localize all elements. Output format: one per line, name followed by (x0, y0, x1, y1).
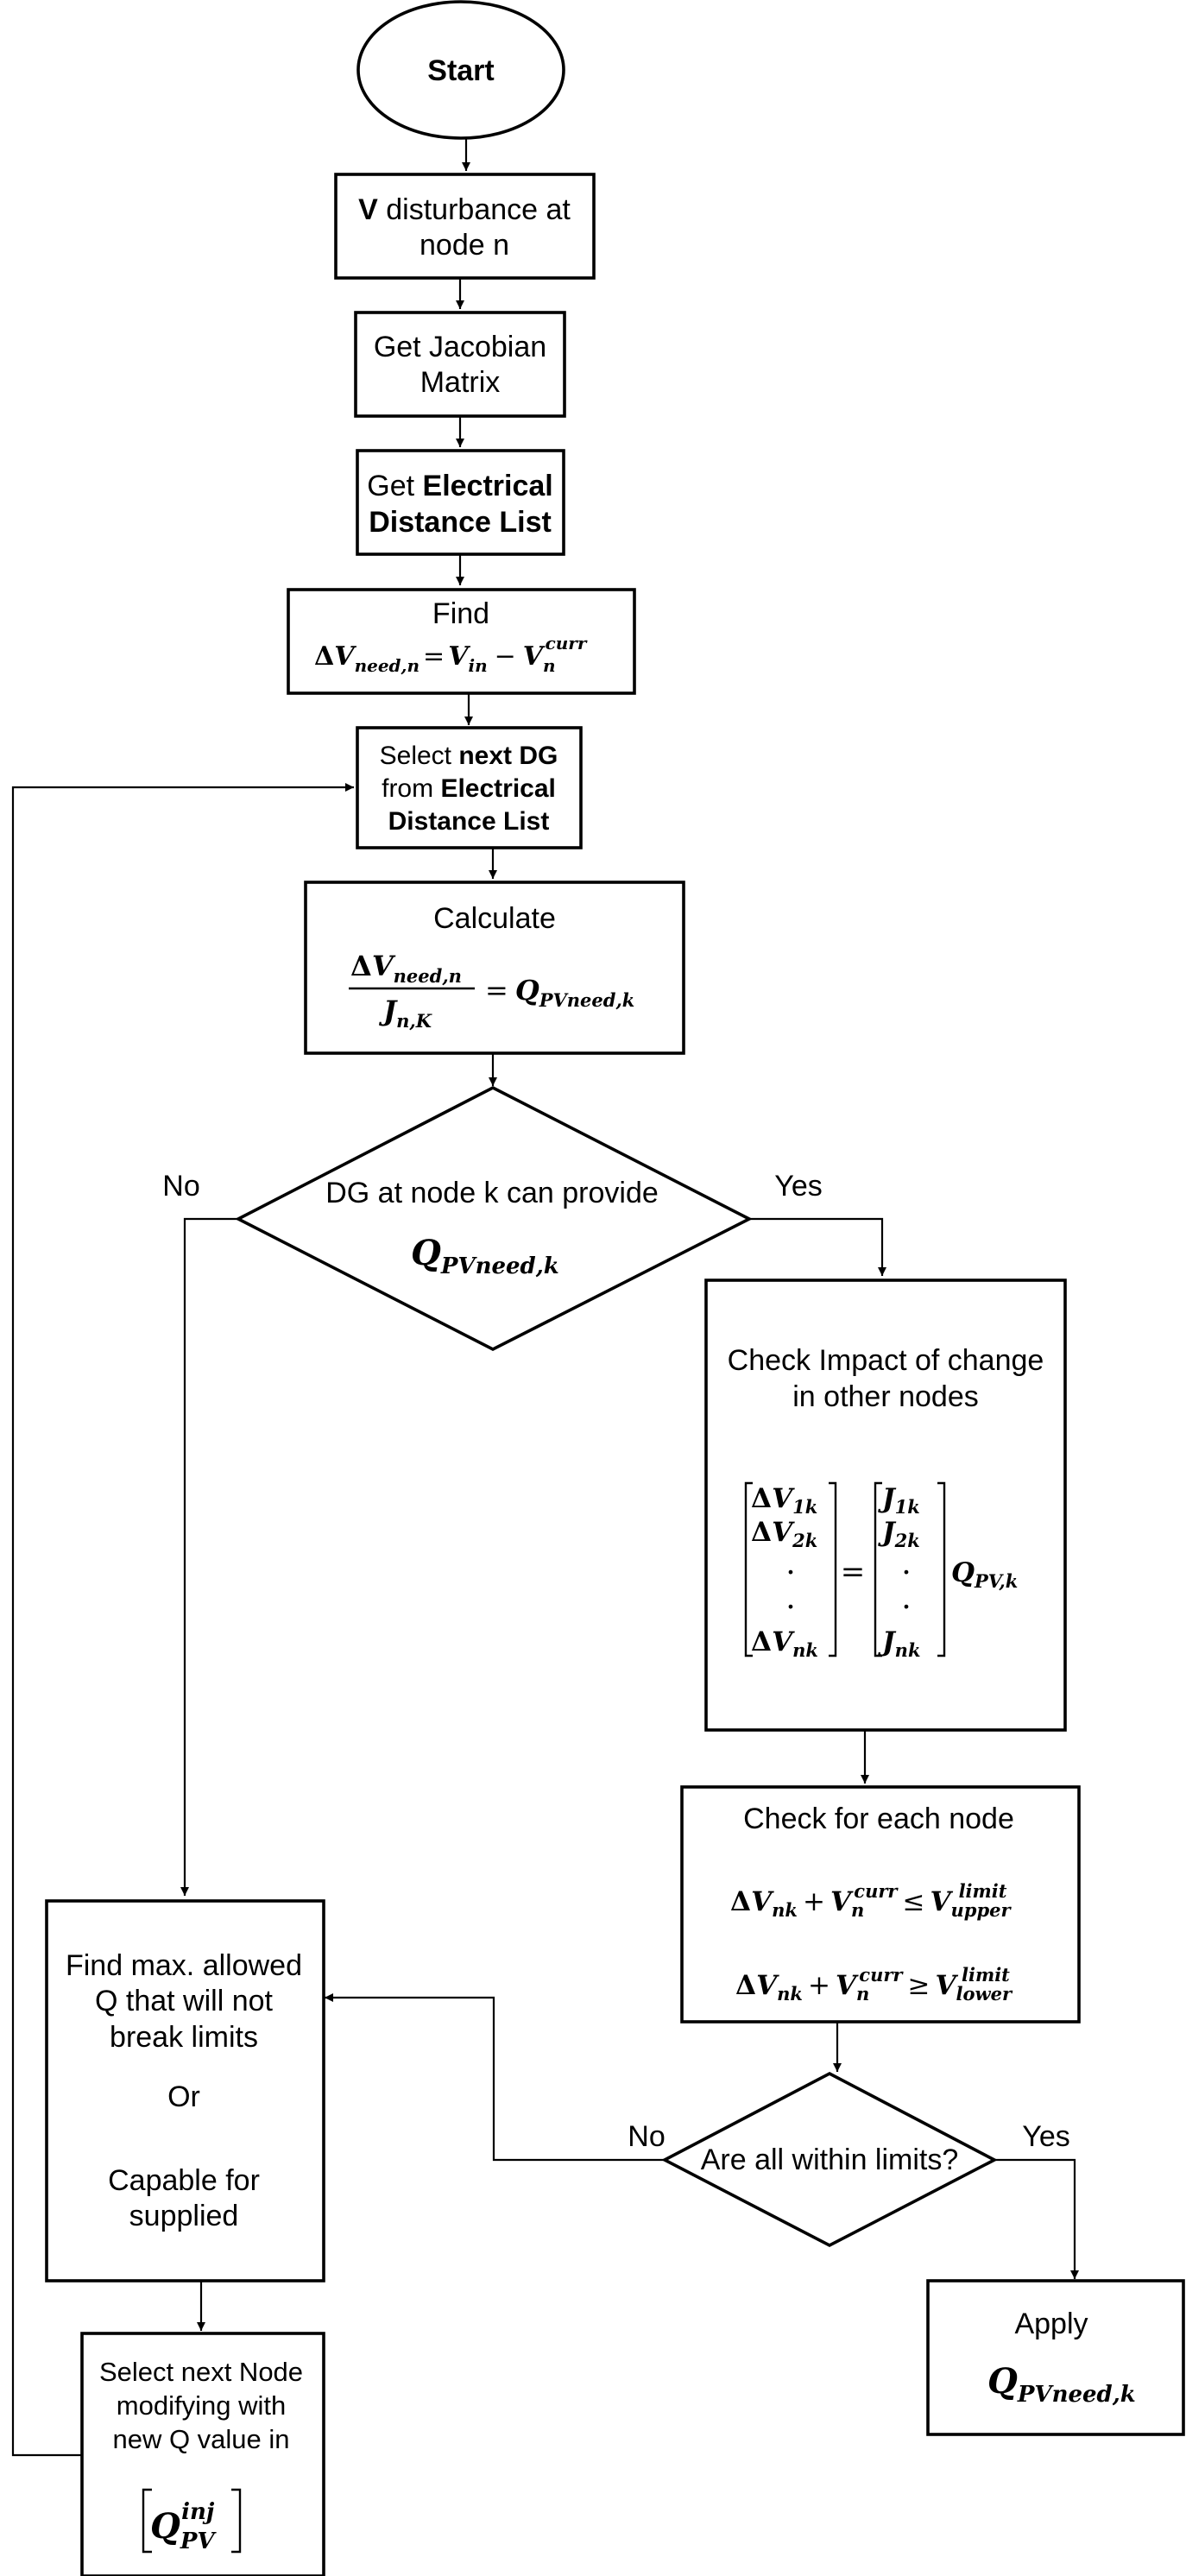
check-each-title: Check for each node (743, 1803, 1014, 1835)
find-max-node: Find max. allowed Q that will not break … (45, 1899, 325, 2282)
apply-title: Apply (1014, 2308, 1088, 2340)
find-dv-node: Find ΔVneed,n = Vin − Vncurr (287, 588, 636, 695)
apply-formula: QPVneed,k (987, 2361, 1136, 2408)
find-dv-formula: ΔVneed,n = Vin − Vncurr (314, 633, 588, 676)
q-inj-bracket-open (142, 2488, 152, 2554)
q-inj-bracket-close (231, 2488, 242, 2554)
dg-decision-no-label: No (162, 1170, 199, 1203)
edges (11, 138, 1079, 2457)
dg-decision-node: DG at node k can provide QPVneed,k (235, 1085, 753, 1352)
calculate-denominator: Jn,K (378, 994, 432, 1032)
find-max-line2: Q that will not (95, 1985, 274, 2017)
limits-decision-label: Are all within limits? (701, 2144, 959, 2176)
j-1k: J1k (878, 1483, 920, 1518)
edge-decision-no (180, 1217, 238, 1896)
j-dot-1: . (901, 1546, 911, 1582)
calculate-formula: ΔVneed,n Jn,K = QPVneed,k (349, 950, 634, 1032)
calculate-title: Calculate (433, 902, 556, 935)
apply-node: Apply QPVneed,k (926, 2279, 1185, 2436)
select-node-line1: Select next Node (99, 2357, 303, 2387)
select-dg-line1: Select next DG (380, 742, 558, 770)
right-vector-bracket-close (937, 1481, 946, 1657)
edge-limits-no (325, 1993, 665, 2162)
limits-yes-label: Yes (1022, 2120, 1069, 2153)
disturbance-node: V disturbance at node n (334, 173, 596, 280)
disturbance-line2: node n (420, 229, 509, 262)
check-each-lower: ΔVnk + Vncurr ≥ Vlowerlimit (735, 1964, 1013, 2005)
edge-limits-yes (994, 2158, 1079, 2279)
delta-v-2k: ΔV2k (751, 1517, 817, 1551)
distance-list-line2: Distance List (369, 506, 552, 539)
j-nk: Jnk (878, 1626, 921, 1661)
delta-v-nk: ΔVnk (751, 1626, 818, 1661)
jacobian-line2: Matrix (420, 366, 501, 399)
find-max-line5: Capable for (108, 2164, 260, 2197)
distance-list-line1: Get Electrical (367, 470, 552, 502)
select-node-node: Select next Node modifying with new Q va… (80, 2332, 325, 2576)
select-dg-line2: from Electrical (382, 774, 556, 803)
dg-decision-yes-label: Yes (774, 1170, 822, 1203)
jacobian-line1: Get Jacobian (374, 331, 546, 363)
left-vector-bracket-close (829, 1481, 837, 1657)
edge-decision-yes (749, 1217, 886, 1276)
start-label: Start (427, 54, 494, 87)
find-max-line6: supplied (129, 2200, 239, 2232)
delta-v-dot-2: . (785, 1581, 795, 1616)
calculate-rhs: = QPVneed,k (485, 974, 634, 1011)
check-each-node: Check for each node ΔVnk + Vncurr ≤ Vupperli… (680, 1785, 1081, 2024)
delta-v-1k: ΔV1k (751, 1483, 817, 1518)
right-vector-bracket-open (874, 1481, 882, 1657)
select-dg-line3: Distance List (388, 807, 550, 836)
start-node: Start (356, 0, 565, 140)
select-node-formula: QPVinj (150, 2499, 217, 2554)
calculate-numerator: ΔVneed,n (350, 950, 462, 987)
check-impact-line1: Check Impact of change (728, 1344, 1044, 1377)
select-node-line2: modifying with (117, 2390, 286, 2421)
find-dv-title: Find (432, 597, 489, 630)
limits-no-label: No (628, 2120, 665, 2153)
distance-list-node: Get Electrical Distance List (356, 449, 565, 556)
q-pv-k: QPV,k (951, 1557, 1018, 1592)
check-impact-line2: in other nodes (792, 1380, 979, 1413)
find-max-line3: break limits (110, 2021, 258, 2054)
jacobian-node: Get Jacobian Matrix (354, 311, 566, 418)
calculate-node: Calculate ΔVneed,n Jn,K = QPVneed,k (304, 881, 685, 1055)
j-dot-2: . (901, 1581, 911, 1616)
check-impact-node: Check Impact of change in other nodes ΔV… (704, 1279, 1067, 1732)
disturbance-line1: V disturbance at (358, 193, 571, 226)
impact-matrix-equation: ΔV1k ΔV2k . . ΔVnk = J1k J2k . . Jnk QPV… (744, 1481, 1018, 1661)
delta-v-dot-1: . (785, 1546, 795, 1582)
find-max-line1: Find max. allowed (66, 1949, 302, 1982)
check-each-upper: ΔVnk + Vncurr ≤ Vupperlimit (730, 1880, 1013, 1921)
select-node-line3: new Q value in (112, 2424, 289, 2454)
impact-equals: = (841, 1555, 866, 1589)
left-vector-bracket-open (744, 1481, 753, 1657)
edge-loop-back (11, 783, 354, 2457)
select-dg-node: Select next DG from Electrical Distance … (356, 726, 583, 849)
dg-decision-formula: QPVneed,k (411, 1233, 559, 1279)
j-2k: J2k (878, 1517, 920, 1551)
limits-decision-node: Are all within limits? (661, 2071, 998, 2248)
find-max-or: Or (167, 2080, 200, 2113)
dg-decision-label: DG at node k can provide (325, 1177, 659, 1209)
